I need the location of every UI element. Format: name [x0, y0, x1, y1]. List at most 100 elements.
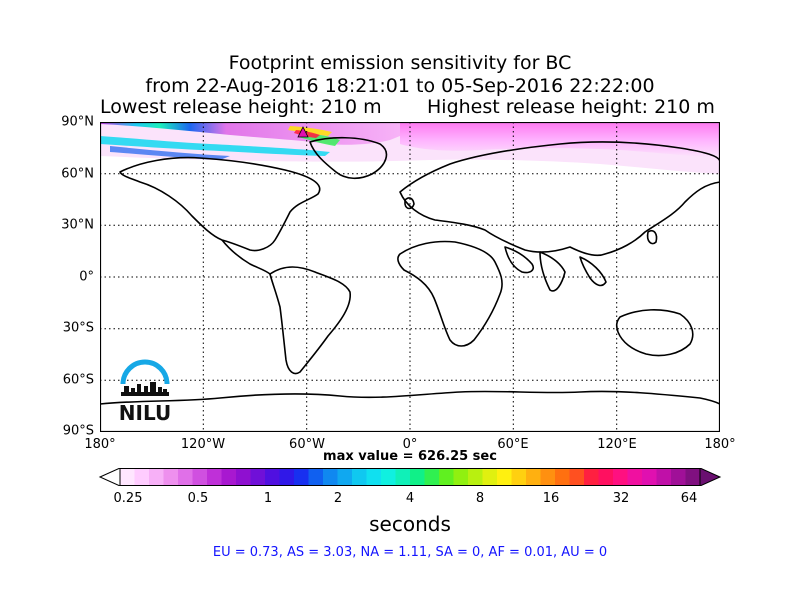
- colorbar-cell: [642, 468, 657, 486]
- colorbar-cell: [453, 468, 469, 486]
- colorbar-cell: [308, 468, 324, 486]
- colorbar-cell: [337, 468, 353, 486]
- south-america-coast: [269, 266, 351, 375]
- colorbar-cell: [555, 468, 570, 486]
- colorbar-cell: [178, 468, 193, 486]
- colorbar-cell: [163, 468, 179, 486]
- lon-label-120w: 120°W: [180, 437, 226, 452]
- coastlines: [100, 136, 720, 405]
- colorbar-cell: [540, 468, 556, 486]
- colorbar-cell: [294, 468, 309, 486]
- colorbar-cell: [497, 468, 512, 486]
- colorbar-cell: [221, 468, 237, 486]
- plume-yellow-patch: [288, 126, 332, 136]
- colorbar-tick-7: 32: [612, 491, 630, 506]
- colorbar-cell: [671, 468, 686, 486]
- colorbar-cell: [569, 468, 585, 486]
- colorbar-tick-1: 0.5: [187, 491, 209, 506]
- colorbar-cell: [627, 468, 643, 486]
- lon-label-60e: 60°E: [497, 437, 529, 452]
- colorbar-cell: [250, 468, 266, 486]
- lon-label-180w: 180°: [84, 437, 116, 452]
- lat-label-30s: 30°S: [62, 320, 94, 336]
- colorbar-cell: [120, 468, 135, 486]
- region-summary: EU = 0.73, AS = 3.03, NA = 1.11, SA = 0,…: [212, 545, 608, 560]
- southeast-asia-coast: [579, 256, 607, 287]
- nilu-logo-arc: [120, 359, 170, 385]
- colorbar-cell: [410, 468, 425, 486]
- africa-coast: [397, 240, 503, 347]
- figure-title-line2: from 22-Aug-2016 18:21:01 to 05-Sep-2016…: [145, 75, 655, 97]
- colorbar-cell: [149, 468, 164, 486]
- colorbar-cell: [134, 468, 150, 486]
- colorbar-cell: [468, 468, 483, 486]
- colorbar-cell: [656, 468, 672, 486]
- colorbar-tick-5: 8: [475, 491, 485, 506]
- colorbar-frame: [119, 468, 701, 486]
- colorbar-cell: [192, 468, 208, 486]
- colorbar-cell: [482, 468, 498, 486]
- figure-title-line1: Footprint emission sensitivity for BC: [228, 52, 572, 74]
- arabia-coast: [504, 246, 535, 274]
- colorbar-cell: [366, 468, 382, 486]
- colorbar-tick-4: 4: [405, 491, 415, 506]
- lat-label-60s: 60°S: [62, 372, 94, 388]
- lat-label-90n: 90°N: [61, 114, 94, 130]
- colorbar-cell: [598, 468, 614, 486]
- lat-label-equator: 0°: [79, 269, 94, 285]
- colorbar-cells: [120, 468, 701, 486]
- colorbar-tick-8: 64: [680, 491, 698, 506]
- greenland-coast: [309, 136, 388, 180]
- colorbar-tick-3: 2: [333, 491, 343, 506]
- lat-label-30n: 30°N: [61, 217, 94, 233]
- lat-label-90s: 90°S: [62, 423, 94, 439]
- colorbar-cell: [584, 468, 599, 486]
- central-america-coast: [221, 239, 271, 275]
- plume-blue-streak: [110, 146, 230, 160]
- map-frame: [100, 122, 720, 432]
- india-coast: [539, 251, 566, 292]
- max-value-label: max value = 626.25 sec: [323, 449, 497, 464]
- lowest-release-height: Lowest release height: 210 m: [100, 96, 382, 118]
- colorbar-cell: [526, 468, 541, 486]
- colorbar-tick-6: 16: [542, 491, 560, 506]
- colorbar-cell: [424, 468, 440, 486]
- colorbar-tick-2: 1: [263, 491, 273, 506]
- japan-coast: [646, 229, 658, 245]
- colorbar-cell: [236, 468, 251, 486]
- colorbar: [98, 468, 722, 486]
- north-america-coast: [119, 156, 321, 252]
- lon-label-120e: 120°E: [597, 437, 637, 452]
- colorbar-cell: [279, 468, 295, 486]
- release-site-marker: [297, 126, 309, 138]
- lat-label-60n: 60°N: [61, 166, 94, 182]
- colorbar-tick-0: 0.25: [113, 491, 143, 506]
- nilu-logo: NILU: [119, 359, 171, 425]
- nilu-logo-skyline: [121, 382, 169, 396]
- colorbar-cell: [395, 468, 411, 486]
- map-background: [100, 122, 720, 432]
- eurasia-coast: [399, 141, 720, 257]
- colorbar-cell: [265, 468, 280, 486]
- colorbar-cell: [352, 468, 367, 486]
- lon-label-60w: 60°W: [289, 437, 325, 452]
- colorbar-cell: [207, 468, 222, 486]
- world-map: NILU: [100, 122, 720, 432]
- colorbar-cell: [613, 468, 628, 486]
- colorbar-cell: [685, 468, 701, 486]
- uk-coast: [404, 197, 415, 210]
- australia-coast: [615, 309, 694, 357]
- colorbar-cell: [323, 468, 338, 486]
- highest-release-height: Highest release height: 210 m: [427, 96, 715, 118]
- plume-cyan-streak: [100, 136, 330, 156]
- colorbar-cell: [381, 468, 396, 486]
- lon-label-0: 0°: [402, 437, 418, 452]
- colorbar-over-extend: [699, 468, 722, 486]
- colorbar-cell: [439, 468, 454, 486]
- antarctica-coast: [100, 390, 720, 405]
- plume-magenta-east: [400, 122, 720, 158]
- nilu-logo-text: NILU: [119, 401, 171, 425]
- colorbar-cell: [511, 468, 527, 486]
- colorbar-under-extend: [98, 468, 121, 486]
- colorbar-unit-label: seconds: [369, 512, 451, 536]
